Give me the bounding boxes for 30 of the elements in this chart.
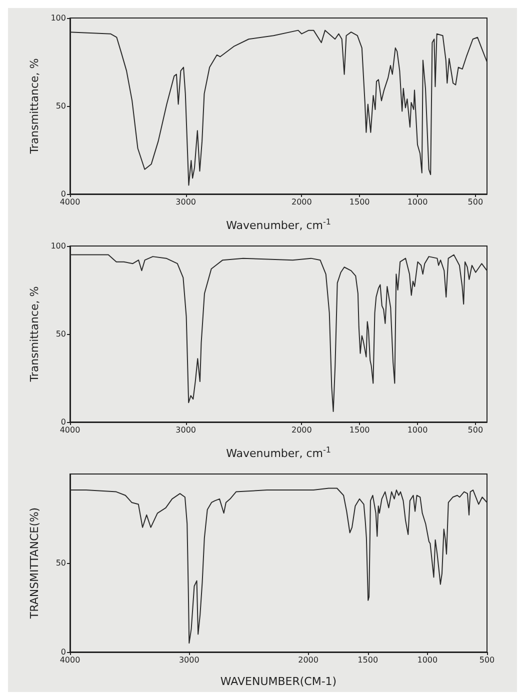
- x-tick-label: 2000: [291, 198, 312, 206]
- x-tick-label: 4000: [60, 426, 80, 434]
- x-tick-label: 3000: [176, 426, 196, 434]
- x-axis-title: WAVENUMBER(CM-1): [220, 675, 337, 688]
- x-tick-label: 2000: [298, 656, 318, 664]
- x-tick-label: 4000: [60, 198, 80, 206]
- y-tick-label: 0: [60, 648, 66, 656]
- x-tick-label: 3000: [176, 198, 196, 206]
- x-tick-label: 500: [479, 656, 495, 664]
- y-axis-title: Transmittance, %: [28, 286, 41, 383]
- y-tick-label: 0: [60, 418, 66, 426]
- y-tick-label: 50: [56, 558, 66, 568]
- x-tick-label: 500: [468, 198, 484, 206]
- x-tick-label: 1000: [417, 656, 438, 664]
- x-tick-label: 1500: [349, 426, 370, 434]
- x-tick-label: 1000: [407, 198, 428, 206]
- y-axis-title: TRANSMITTANCE(%): [28, 507, 41, 620]
- y-tick-label: 50: [56, 330, 66, 338]
- x-tick-label: 4000: [60, 656, 80, 664]
- y-tick-label: 100: [50, 242, 66, 250]
- x-tick-label: 1500: [349, 198, 370, 206]
- x-tick-label: 1500: [358, 656, 378, 664]
- y-tick-label: 100: [50, 14, 66, 22]
- y-tick-label: 0: [60, 190, 66, 198]
- x-tick-label: 2000: [291, 426, 312, 434]
- y-axis-title: Transmittance, %: [28, 58, 41, 155]
- x-tick-label: 1000: [407, 426, 428, 434]
- x-tick-label: 500: [468, 426, 484, 434]
- y-tick-label: 50: [56, 102, 66, 110]
- x-tick-label: 3000: [178, 656, 200, 664]
